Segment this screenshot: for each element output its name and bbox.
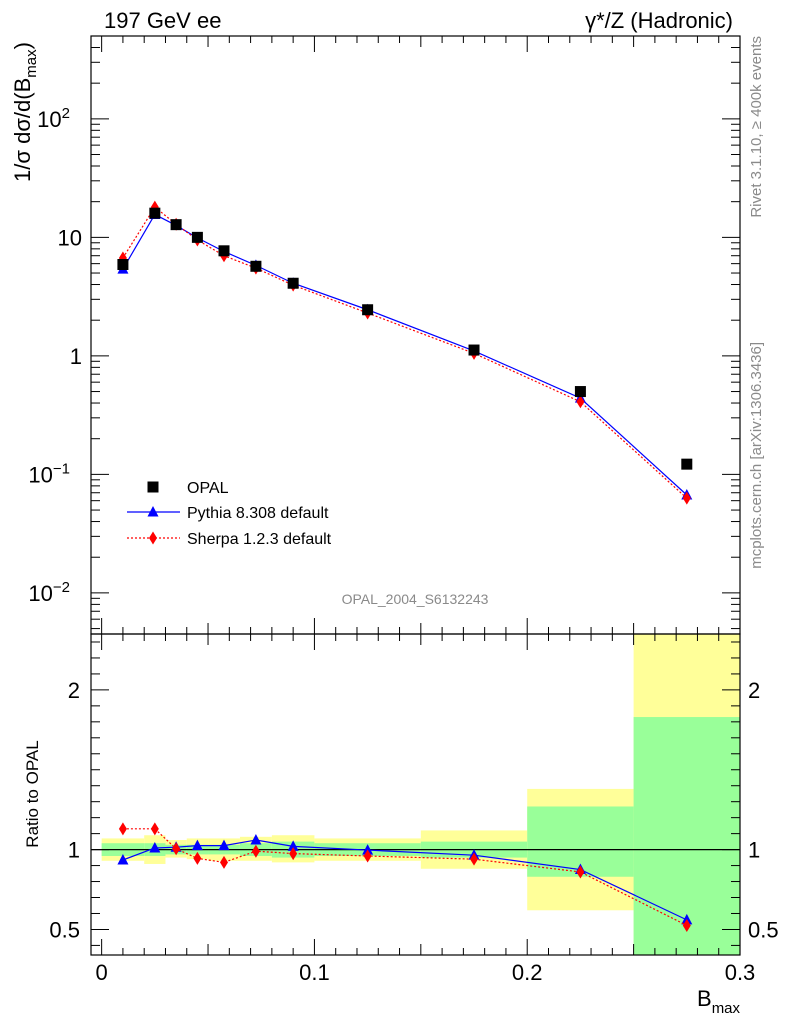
mcplots-label: mcplots.cern.ch [arXiv:1306.3436]: [748, 342, 765, 569]
main-sherpa-point: [576, 395, 585, 409]
ratio-pythia-point: [362, 844, 374, 855]
ratio-y-tick-label: 0.5: [49, 917, 80, 942]
ratio-y-tick-label: 2: [68, 678, 80, 703]
data-series: [117, 200, 693, 932]
ratio-pythia-point: [191, 839, 203, 851]
legend-marker-sherpa: [149, 531, 157, 545]
y-tick-label: 10: [58, 225, 82, 250]
main-data-point: [250, 260, 262, 272]
ratio-pythia-point: [218, 839, 230, 851]
ratio-sherpa-point: [682, 918, 691, 932]
main-data-point: [362, 304, 374, 316]
ratio-y-tick-label: 1: [68, 838, 80, 863]
ratio-sherpa-point: [363, 849, 372, 863]
y-tick-label: 1: [70, 344, 82, 369]
x-tick-label: 0.2: [512, 960, 543, 985]
ratio-sherpa-point: [251, 844, 260, 858]
legend-label-data: OPAL: [187, 480, 229, 497]
main-data-point: [117, 259, 129, 271]
legend-label-sherpa: Sherpa 1.2.3 default: [187, 531, 332, 548]
y-tick-label: 10−1: [28, 460, 70, 487]
header-right-label: γ*/Z (Hadronic): [585, 8, 733, 33]
ratio-sherpa-point: [172, 842, 181, 856]
ratio-sherpa-point: [289, 847, 298, 861]
legend: OPAL Pythia 8.308 default Sherpa 1.2.3 def…: [127, 480, 332, 548]
x-tick-label: 0.3: [725, 960, 756, 985]
ratio-pythia-point: [149, 842, 161, 853]
main-data-point: [149, 207, 161, 219]
axes-and-ticks: [90, 35, 741, 956]
main-y-axis-label: 1/σ dσ/d(Bmax): [10, 42, 40, 182]
analysis-label: OPAL_2004_S6132243: [342, 591, 489, 607]
ratio-sherpa-point: [470, 852, 479, 866]
header-left-label: 197 GeV ee: [104, 8, 221, 33]
main-pythia-line: [122, 213, 688, 496]
main-data-point: [681, 458, 693, 470]
ratio-sherpa-point: [219, 855, 228, 869]
ratio-sherpa-point: [576, 865, 585, 879]
main-data-point: [468, 344, 480, 356]
x-tick-label: 0.1: [299, 960, 330, 985]
ratio-y-tick-label-right: 1: [748, 838, 760, 863]
ratio-y-tick-label-right: 0.5: [748, 917, 779, 942]
ratio-pythia-point: [250, 834, 262, 845]
main-data-point: [287, 277, 299, 289]
ratio-frame: [90, 633, 741, 956]
y-tick-label: 102: [37, 105, 70, 132]
main-data-point: [191, 231, 203, 243]
ratio-y-axis-label: Ratio to OPAL: [23, 740, 42, 847]
rivet-version-label: Rivet 3.1.10, ≥ 400k events: [748, 36, 765, 218]
ratio-sherpa-point: [150, 822, 159, 836]
main-data-point: [218, 245, 230, 257]
x-tick-label: 0: [96, 960, 108, 985]
ratio-uncertainty-bands: [101, 634, 740, 955]
main-data-point: [574, 386, 586, 398]
chart-labels: 0 0.1 0.2 0.3 10−2 10−1 1 10 102 0.5 0.5 1 1 2 2 197 Ge…: [10, 8, 779, 1017]
y-tick-label: 10−2: [28, 579, 70, 606]
ratio-y-tick-label-right: 2: [748, 678, 760, 703]
main-sherpa-point: [682, 491, 691, 505]
main-data-point: [170, 219, 182, 231]
main-sherpa-line: [122, 206, 688, 499]
legend-marker-pythia: [147, 506, 159, 517]
ratio-sherpa-point: [118, 822, 127, 836]
legend-marker-data: [147, 481, 159, 493]
legend-label-pythia: Pythia 8.308 default: [187, 505, 329, 522]
ratio-pythia-point: [117, 853, 129, 865]
ratio-pythia-point: [287, 840, 299, 851]
x-axis-label: Bmax: [697, 986, 741, 1017]
ratio-sherpa-point: [193, 851, 202, 865]
